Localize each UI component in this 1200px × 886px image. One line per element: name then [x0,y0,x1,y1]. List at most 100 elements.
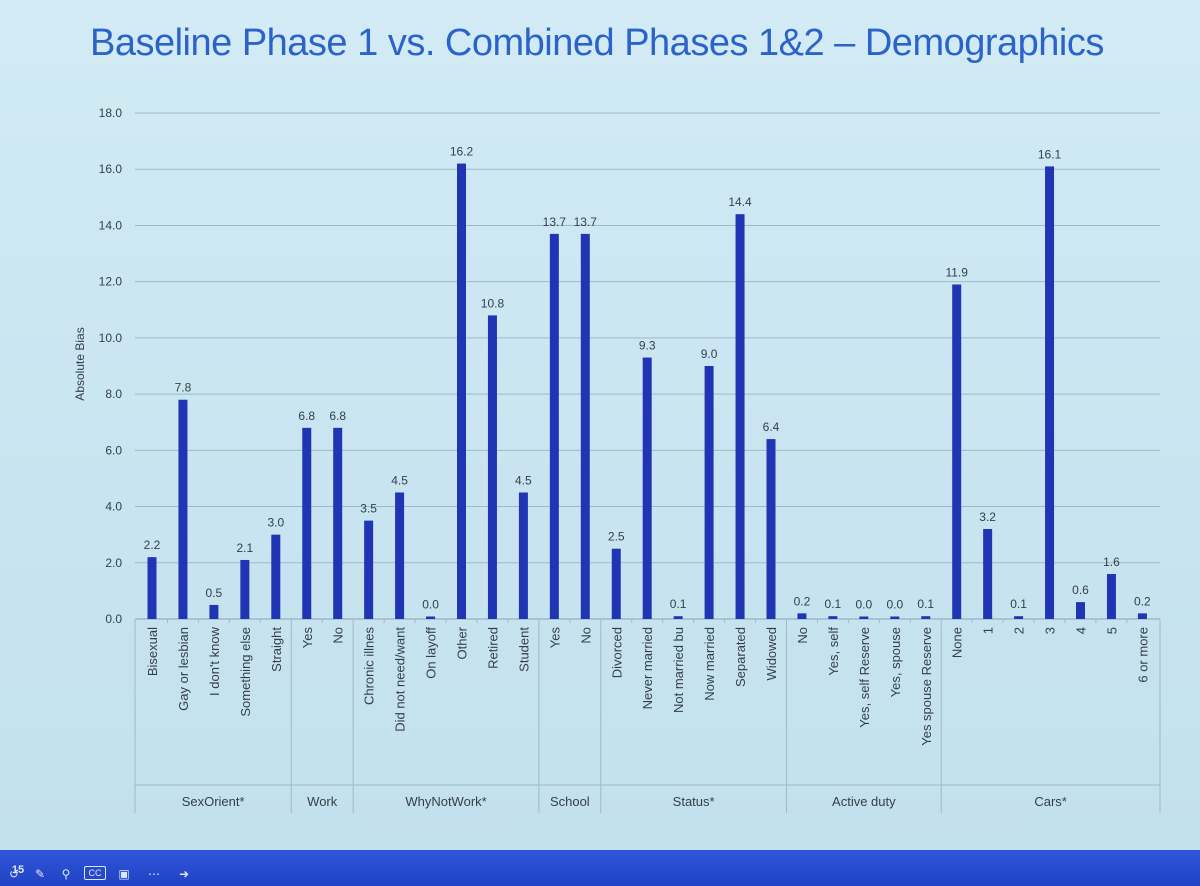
x-tick-label: No [795,627,810,644]
x-tick-label: Gay or lesbian [176,627,191,711]
bar [333,427,343,619]
bar [1014,616,1024,619]
x-tick-label: 3 [1043,627,1058,634]
bar [1137,613,1147,619]
data-label: 9.0 [701,347,718,361]
x-tick-label: Yes, spouse [888,627,903,697]
slide-number: 15 [11,864,25,876]
bar [797,613,807,619]
data-label: 2.5 [608,530,625,544]
bar [364,520,374,619]
data-label: 4.5 [515,474,532,488]
bar [240,559,250,619]
group-label: WhyNotWork* [405,794,486,809]
presentation-toolbar: ↺ 15 ✎ ⚲ CC ▣ ⋯ ➜ [0,850,1200,886]
group-label: Cars* [1034,794,1067,809]
x-tick-label: Never married [640,627,655,709]
bar [890,616,900,619]
x-tick-label: Bisexual [145,627,160,676]
x-tick-label: Chronic illnes [362,627,377,706]
slide-title: Baseline Phase 1 vs. Combined Phases 1&2… [90,22,1104,64]
x-tick-label: Yes, self Reserve [857,627,872,728]
bar [549,233,559,619]
x-tick-label: Straight [269,627,284,672]
data-label: 0.0 [886,598,903,612]
data-label: 3.2 [979,510,996,524]
captions-icon[interactable]: CC [84,866,106,880]
data-label: 13.7 [543,215,567,229]
bar [580,233,590,619]
x-tick-label: 4 [1074,627,1089,634]
bar [921,616,931,619]
x-tick-label: Yes, self [826,627,841,676]
data-label: 11.9 [945,265,968,279]
y-tick-label: 4.0 [105,500,122,514]
pen-icon[interactable]: ✎ [34,867,46,881]
x-tick-label: Divorced [609,627,624,678]
data-label: 16.1 [1038,147,1062,161]
back-arrow-icon[interactable]: ↺ [8,867,20,881]
y-tick-label: 6.0 [105,443,122,457]
group-label: School [550,794,590,809]
x-tick-label: Now married [702,627,717,701]
y-tick-label: 8.0 [105,387,122,401]
data-label: 0.1 [1010,597,1027,611]
data-label: 1.6 [1103,555,1120,569]
x-tick-label: Not married bu [671,627,686,713]
data-label: 4.5 [391,474,408,488]
y-tick-label: 10.0 [99,331,123,345]
bar [735,214,745,619]
data-label: 3.5 [360,502,377,516]
x-tick-label: Something else [238,627,253,717]
data-label: 0.1 [670,597,687,611]
x-tick-label: Yes [300,627,315,649]
y-tick-label: 16.0 [99,162,123,176]
more-icon[interactable]: ⋯ [148,867,160,881]
data-label: 0.6 [1072,583,1089,597]
bar [828,616,838,619]
data-label: 16.2 [450,145,474,159]
x-tick-label: 1 [981,627,996,634]
x-tick-label: Student [516,627,531,672]
x-tick-label: 5 [1104,627,1119,634]
bar [1106,574,1116,619]
x-tick-label: Widowed [764,627,779,680]
group-label: Status* [673,794,715,809]
video-off-icon[interactable]: ▣ [118,867,130,881]
data-label: 2.2 [144,538,161,552]
x-tick-label: Other [455,626,470,659]
bar [642,357,652,619]
x-tick-label: Yes spouse Reserve [919,627,934,746]
data-label: 0.0 [422,598,439,612]
bar [704,366,714,619]
x-tick-label: No [331,627,346,644]
bar [983,529,993,619]
data-label: 0.2 [794,594,811,608]
data-label: 13.7 [574,215,598,229]
bar [487,315,497,619]
data-label: 3.0 [267,516,284,530]
data-label: 6.8 [298,409,315,423]
x-tick-label: Yes [547,627,562,649]
y-tick-label: 2.0 [105,556,122,570]
bar [271,534,281,619]
x-tick-label: 2 [1012,627,1027,634]
data-label: 14.4 [728,195,752,209]
x-tick-label: Retired [485,627,500,669]
zoom-icon[interactable]: ⚲ [61,867,71,881]
y-axis-label: Absolute Bias [73,327,87,400]
x-tick-label: I don't know [207,626,222,696]
x-tick-label: Separated [733,627,748,687]
data-label: 0.0 [856,598,873,612]
slide: Baseline Phase 1 vs. Combined Phases 1&2… [0,0,1200,850]
data-label: 0.2 [1134,594,1151,608]
bar [673,616,683,619]
forward-arrow-icon[interactable]: ➜ [178,867,190,881]
bar [766,439,776,619]
bar-chart: 0.02.04.06.08.010.012.014.016.018.0Absol… [73,106,1161,813]
bar [147,557,157,619]
data-label: 0.5 [206,586,223,600]
bar [302,427,312,619]
data-label: 0.1 [917,597,934,611]
x-tick-label: Did not need/want [393,627,408,732]
